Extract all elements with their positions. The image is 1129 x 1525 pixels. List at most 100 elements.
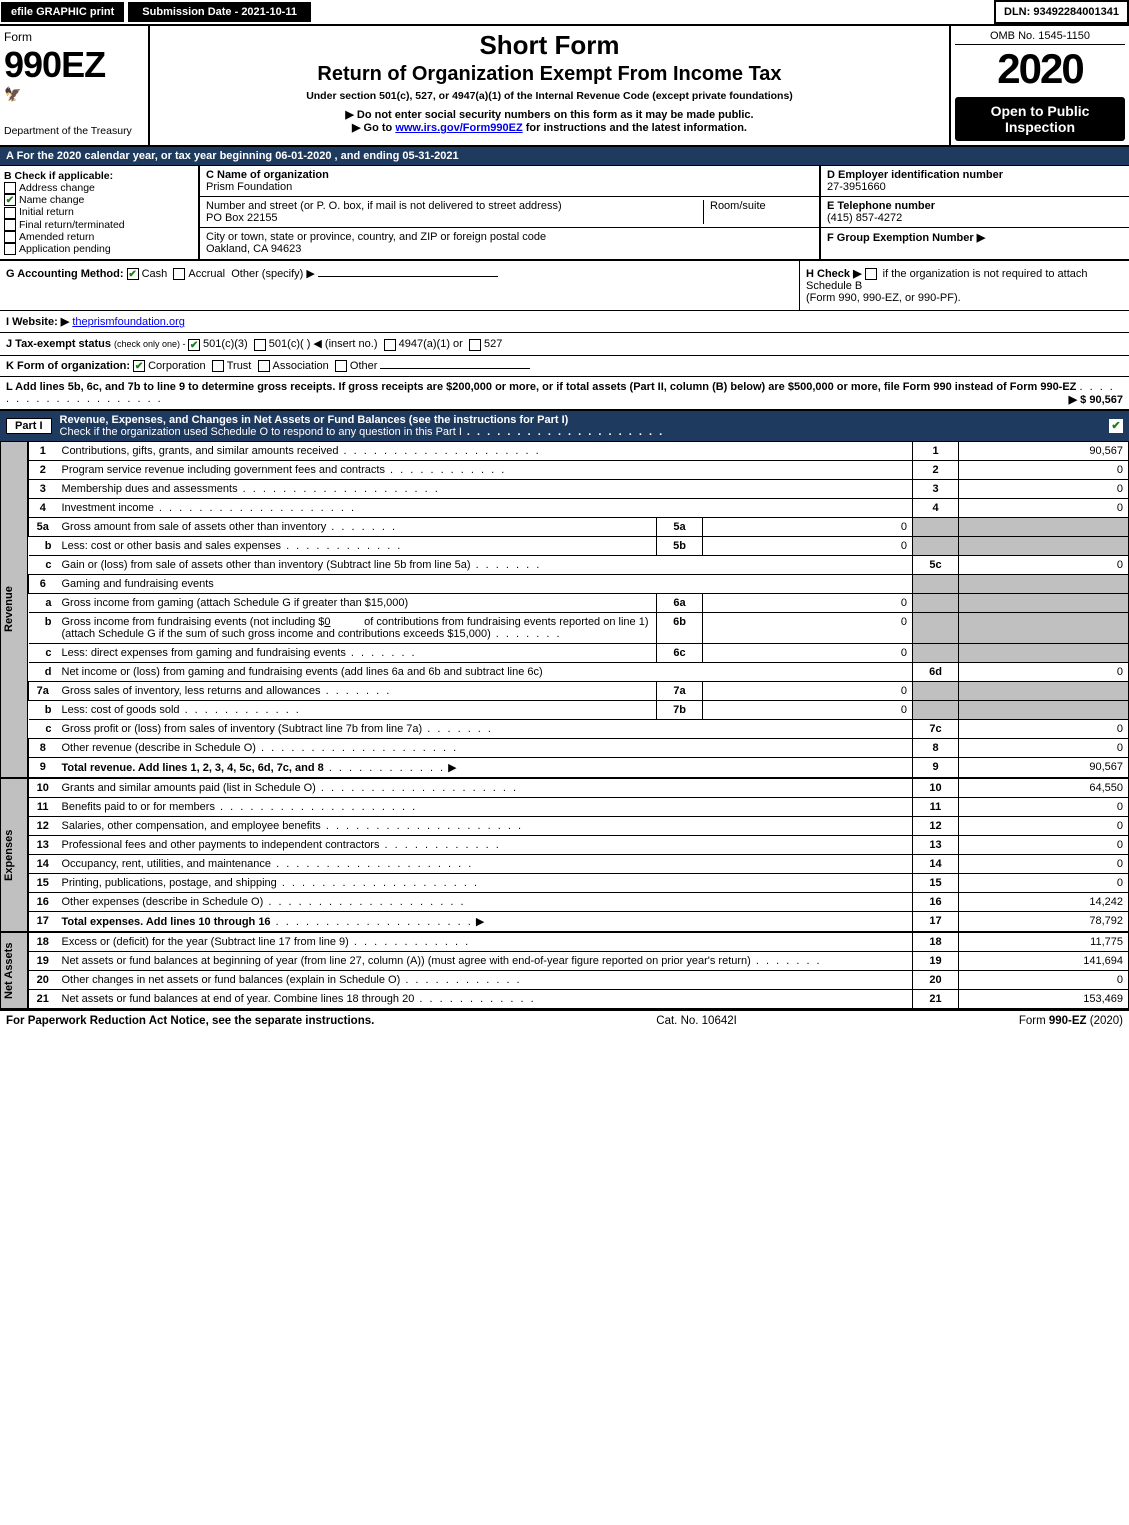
part-number-badge: Part I [6,418,52,434]
line-6c: cLess: direct expenses from gaming and f… [29,643,1129,662]
revenue-sidebar: Revenue [0,441,28,778]
line-6d: dNet income or (loss) from gaming and fu… [29,662,1129,681]
box-c-label: C Name of organization [206,169,329,181]
line-13: 13Professional fees and other payments t… [29,835,1129,854]
line-19: 19Net assets or fund balances at beginni… [29,951,1129,970]
line-21: 21Net assets or fund balances at end of … [29,989,1129,1008]
line-20: 20Other changes in net assets or fund ba… [29,970,1129,989]
box-e-label: E Telephone number [827,200,935,212]
addr-change-check[interactable]: Address change [4,182,194,194]
short-form-title: Short Form [156,30,943,61]
accrual-check[interactable] [173,268,185,280]
line-7c: cGross profit or (loss) from sales of in… [29,719,1129,738]
box-i-label: I Website: ▶ [6,316,69,328]
tax-year: 2020 [955,45,1125,93]
line-18: 18Excess or (deficit) for the year (Subt… [29,932,1129,951]
line-7b: bLess: cost of goods sold7b0 [29,700,1129,719]
line-6b: bGross income from fundraising events (n… [29,612,1129,643]
box-k-label: K Form of organization: [6,360,130,372]
revenue-table: 1Contributions, gifts, grants, and simil… [28,441,1129,778]
line-17: 17Total expenses. Add lines 10 through 1… [29,911,1129,931]
street-label: Number and street (or P. O. box, if mail… [206,200,562,212]
line-8: 8Other revenue (describe in Schedule O)8… [29,738,1129,757]
4947-check[interactable] [384,339,396,351]
gross-receipts-amount: ▶ $ 90,567 [1069,393,1123,406]
efile-print-button[interactable]: efile GRAPHIC print [0,1,125,23]
line-5b: bLess: cost or other basis and sales exp… [29,536,1129,555]
treasury-seal-icon: 🦅 [4,86,144,103]
line-1: 1Contributions, gifts, grants, and simil… [29,441,1129,460]
line-14: 14Occupancy, rent, utilities, and mainte… [29,854,1129,873]
line-9: 9Total revenue. Add lines 1, 2, 3, 4, 5c… [29,757,1129,777]
expenses-table: 10Grants and similar amounts paid (list … [28,778,1129,932]
irs-link[interactable]: www.irs.gov/Form990EZ [395,122,522,134]
top-bar: efile GRAPHIC print Submission Date - 20… [0,0,1129,26]
department-label: Department of the Treasury [4,125,144,137]
corp-check[interactable]: ✔ [133,360,145,372]
assoc-check[interactable] [258,360,270,372]
net-assets-table: 18Excess or (deficit) for the year (Subt… [28,932,1129,1009]
part-i-schedule-o-check[interactable]: ✔ [1109,419,1123,433]
schedule-b-check[interactable] [865,268,877,280]
527-check[interactable] [469,339,481,351]
line-10: 10Grants and similar amounts paid (list … [29,778,1129,797]
box-d-label: D Employer identification number [827,169,1003,181]
paperwork-notice: For Paperwork Reduction Act Notice, see … [6,1015,374,1027]
cash-check[interactable]: ✔ [127,268,139,280]
line-7a: 7aGross sales of inventory, less returns… [29,681,1129,700]
amended-return-check[interactable]: Amended return [4,231,194,243]
line-12: 12Salaries, other compensation, and empl… [29,816,1129,835]
part-i-sub: Check if the organization used Schedule … [60,426,462,438]
box-j-label: J Tax-exempt status [6,338,111,350]
street-value: PO Box 22155 [206,212,278,224]
part-i-header: Part I Revenue, Expenses, and Changes in… [0,411,1129,441]
city-value: Oakland, CA 94623 [206,243,301,255]
form-word: Form [4,30,144,44]
page-footer: For Paperwork Reduction Act Notice, see … [0,1009,1129,1031]
line-6a: aGross income from gaming (attach Schedu… [29,593,1129,612]
trust-check[interactable] [212,360,224,372]
application-pending-check[interactable]: Application pending [4,243,194,255]
under-section-text: Under section 501(c), 527, or 4947(a)(1)… [156,90,943,102]
schedule-b-text2: (Form 990, 990-EZ, or 990-PF). [806,292,961,304]
line-16: 16Other expenses (describe in Schedule O… [29,892,1129,911]
box-h-label: H Check ▶ [806,268,862,280]
name-change-check[interactable]: ✔Name change [4,194,194,206]
final-return-check[interactable]: Final return/terminated [4,219,194,231]
tax-period-bar: A For the 2020 calendar year, or tax yea… [0,147,1129,166]
form-header: Form 990EZ 🦅 Department of the Treasury … [0,26,1129,147]
line-4: 4Investment income40 [29,498,1129,517]
expenses-sidebar: Expenses [0,778,28,932]
box-g-label: G Accounting Method: [6,268,124,280]
omb-number: OMB No. 1545-1150 [955,30,1125,45]
other-check[interactable] [335,360,347,372]
line-3: 3Membership dues and assessments30 [29,479,1129,498]
box-f-label: F Group Exemption Number ▶ [827,232,985,244]
form-version: Form 990-EZ (2020) [1019,1015,1123,1027]
open-to-public-badge: Open to Public Inspection [955,97,1125,141]
org-name: Prism Foundation [206,181,292,193]
org-info-box: B Check if applicable: Address change ✔N… [0,166,1129,261]
ein-value: 27-3951660 [827,181,886,193]
line-15: 15Printing, publications, postage, and s… [29,873,1129,892]
box-l-text: L Add lines 5b, 6c, and 7b to line 9 to … [6,381,1076,393]
form-number: 990EZ [4,44,144,86]
line-5c: cGain or (loss) from sale of assets othe… [29,555,1129,574]
line-6: 6Gaming and fundraising events [29,574,1129,593]
net-assets-sidebar: Net Assets [0,932,28,1009]
line-11: 11Benefits paid to or for members110 [29,797,1129,816]
return-title: Return of Organization Exempt From Incom… [156,63,943,86]
ssn-warning: ▶ Do not enter social security numbers o… [156,108,943,121]
501c-check[interactable] [254,339,266,351]
line-2: 2Program service revenue including gover… [29,460,1129,479]
website-link[interactable]: theprismfoundation.org [72,316,185,328]
phone-value: (415) 857-4272 [827,212,902,224]
catalog-number: Cat. No. 10642I [656,1015,737,1027]
initial-return-check[interactable]: Initial return [4,206,194,218]
501c3-check[interactable]: ✔ [188,339,200,351]
city-label: City or town, state or province, country… [206,231,546,243]
box-b-title: B Check if applicable: [4,170,194,182]
submission-date-label: Submission Date - 2021-10-11 [127,1,312,23]
dln-label: DLN: 93492284001341 [994,0,1129,24]
room-suite-label: Room/suite [703,200,813,224]
